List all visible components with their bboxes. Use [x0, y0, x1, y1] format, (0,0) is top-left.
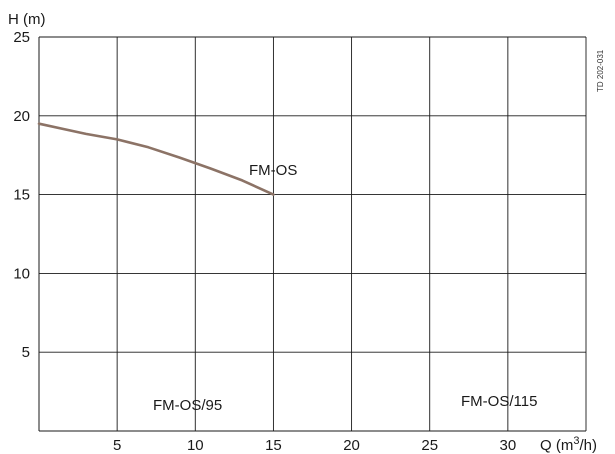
x-tick-label: 30	[500, 437, 517, 454]
y-tick-label: 5	[22, 344, 30, 361]
series-layer	[37, 122, 275, 196]
series-label-fm-os: FM-OS	[249, 162, 297, 179]
y-tick-label: 10	[13, 265, 30, 282]
annotation-fm-os-115: FM-OS/115	[461, 393, 537, 410]
y-tick-labels: 5 10 15 20 25	[13, 29, 30, 361]
x-tick-labels: 5 10 15 20 25 30	[113, 437, 516, 454]
x-tick-label: 15	[265, 437, 282, 454]
annotation-fm-os-95: FM-OS/95	[153, 397, 222, 414]
x-tick-label: 10	[187, 437, 204, 454]
x-tick-label: 25	[421, 437, 438, 454]
y-tick-label: 20	[13, 108, 30, 125]
x-axis-title: Q (m3/h)	[540, 435, 597, 454]
x-tick-label: 5	[113, 437, 121, 454]
series-line-fm-os	[37, 122, 275, 196]
y-axis-title: H (m)	[8, 11, 46, 28]
grid	[39, 36, 586, 431]
y-tick-label: 15	[13, 187, 30, 204]
plot-frame	[38, 37, 587, 432]
y-tick-label: 25	[13, 29, 30, 46]
drawing-reference-note: TD 202-031	[596, 49, 605, 92]
x-tick-label: 20	[343, 437, 360, 454]
